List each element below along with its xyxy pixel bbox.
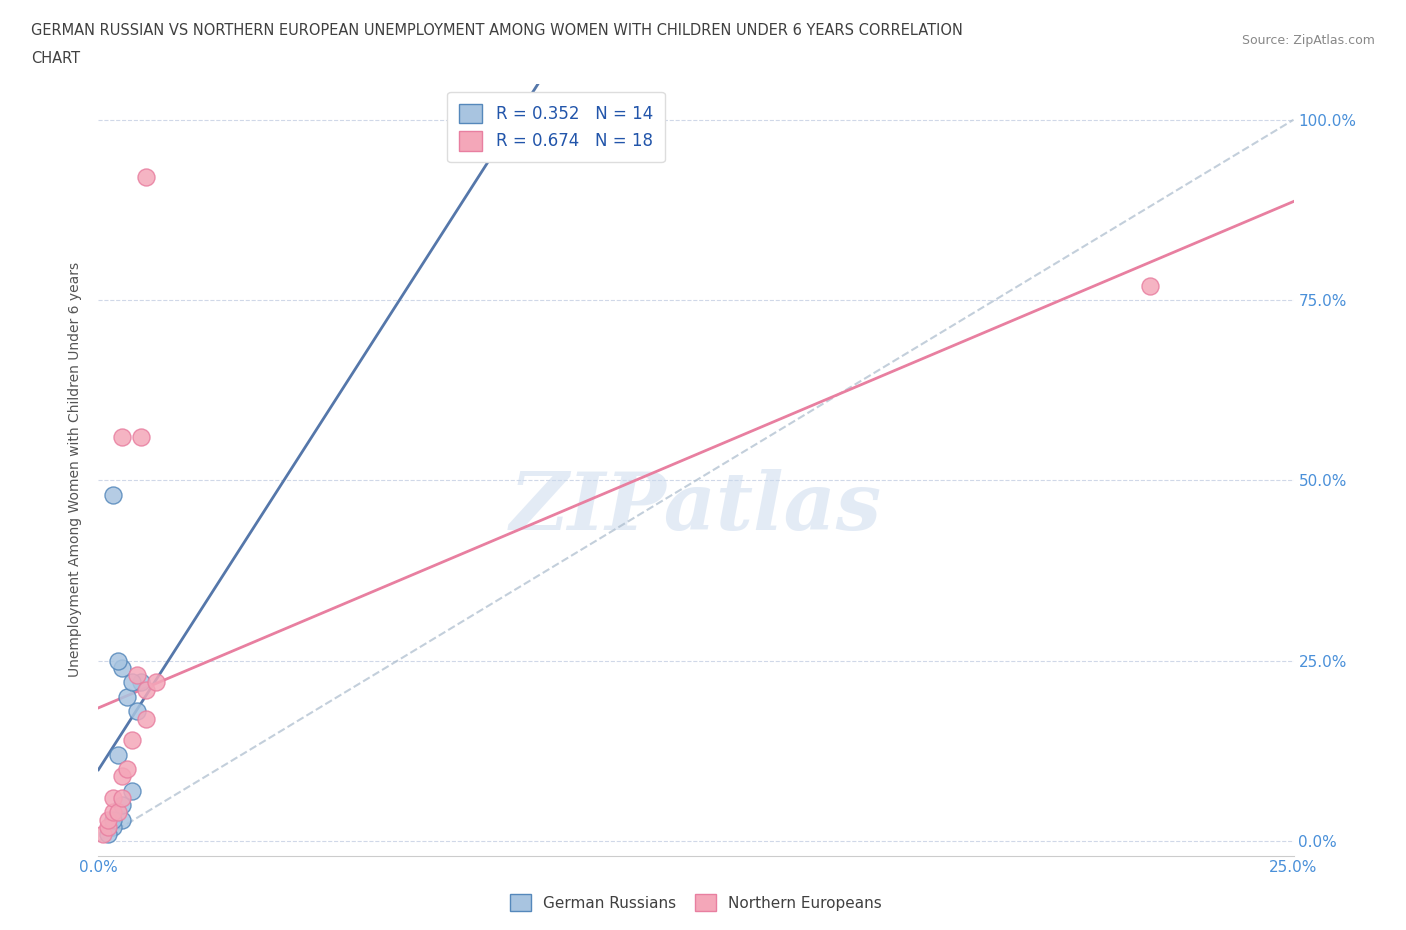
Point — [97, 812, 120, 827]
Point — [111, 812, 134, 827]
Point — [115, 689, 138, 704]
Point — [135, 683, 157, 698]
Text: Source: ZipAtlas.com: Source: ZipAtlas.com — [1241, 34, 1375, 47]
Text: GERMAN RUSSIAN VS NORTHERN EUROPEAN UNEMPLOYMENT AMONG WOMEN WITH CHILDREN UNDER: GERMAN RUSSIAN VS NORTHERN EUROPEAN UNEM… — [31, 23, 963, 38]
Point — [125, 704, 148, 719]
Point — [111, 660, 134, 675]
Point — [101, 487, 124, 502]
Point — [111, 798, 134, 813]
Point — [107, 654, 129, 669]
Point — [91, 827, 114, 842]
Point — [101, 804, 124, 819]
Point — [111, 790, 134, 805]
Point — [121, 675, 143, 690]
Point — [111, 769, 134, 784]
Point — [107, 804, 129, 819]
Point — [101, 812, 124, 827]
Point — [111, 430, 134, 445]
Point — [121, 783, 143, 798]
Point — [107, 747, 129, 762]
Point — [115, 762, 138, 777]
Point — [131, 430, 153, 445]
Point — [135, 170, 157, 185]
Point — [135, 711, 157, 726]
Point — [97, 827, 120, 842]
Point — [125, 668, 148, 683]
Text: ZIPatlas: ZIPatlas — [510, 470, 882, 547]
Point — [1139, 278, 1161, 293]
Point — [101, 819, 124, 834]
Point — [131, 675, 153, 690]
Text: CHART: CHART — [31, 51, 80, 66]
Y-axis label: Unemployment Among Women with Children Under 6 years: Unemployment Among Women with Children U… — [69, 262, 83, 677]
Point — [121, 733, 143, 748]
Legend: German Russians, Northern Europeans: German Russians, Northern Europeans — [503, 887, 889, 917]
Point — [97, 819, 120, 834]
Point — [145, 675, 167, 690]
Point — [101, 790, 124, 805]
